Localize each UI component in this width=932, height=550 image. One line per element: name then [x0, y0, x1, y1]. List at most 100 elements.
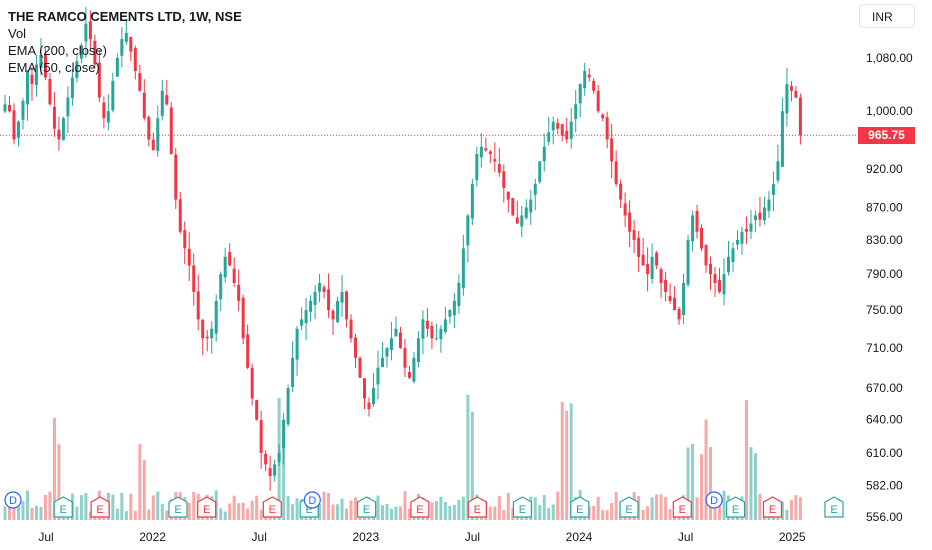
dividend-marker[interactable]: D	[4, 491, 22, 509]
dividend-marker[interactable]: D	[705, 491, 723, 509]
volume-bar	[385, 503, 389, 520]
earnings-marker[interactable]: E	[570, 496, 590, 518]
candle-body	[506, 191, 510, 200]
volume-bar	[596, 496, 600, 520]
candle-body	[655, 252, 659, 266]
svg-text:E: E	[363, 504, 370, 516]
candle-body	[79, 45, 83, 59]
volume-bar	[398, 506, 402, 520]
volume-bar	[718, 495, 722, 520]
earnings-marker[interactable]: E	[467, 496, 487, 518]
volume-bar	[709, 446, 713, 520]
candle-body	[493, 159, 497, 162]
candle-body	[470, 184, 474, 219]
volume-bar	[565, 410, 569, 520]
currency-button[interactable]: INR	[859, 4, 915, 28]
candle-body	[187, 248, 191, 266]
candle-body	[349, 319, 353, 339]
y-tick-label: 640.00	[866, 413, 903, 427]
candle-body	[520, 215, 524, 227]
candle-body	[713, 274, 717, 283]
earnings-marker[interactable]: E	[619, 496, 639, 518]
candle-body	[439, 328, 443, 340]
candle-body	[646, 264, 650, 275]
earnings-marker[interactable]: E	[672, 496, 692, 518]
candle-body	[25, 70, 29, 105]
svg-text:E: E	[769, 504, 776, 516]
candle-body	[255, 400, 259, 420]
volume-bar	[700, 454, 704, 520]
x-tick-label: 2024	[566, 530, 593, 544]
candle-body	[592, 80, 596, 91]
volume-bar	[232, 495, 236, 520]
volume-bar	[443, 502, 447, 520]
indicator-ema-200[interactable]: EMA (200, close)	[8, 43, 107, 58]
candle-body	[106, 111, 110, 123]
indicator-ema-50[interactable]: EMA (50, close)	[8, 60, 100, 75]
candle-body	[34, 64, 38, 85]
svg-text:E: E	[830, 504, 837, 516]
candle-body	[111, 80, 115, 111]
earnings-marker[interactable]: E	[410, 496, 430, 518]
volume-bar	[457, 499, 461, 520]
y-tick-label: 582.00	[866, 478, 903, 492]
volume-bar	[79, 495, 83, 520]
earnings-marker[interactable]: E	[726, 496, 746, 518]
earnings-marker[interactable]: E	[762, 496, 783, 518]
earnings-marker[interactable]: E	[168, 496, 188, 518]
volume-bar	[439, 496, 443, 520]
candle-body	[138, 73, 142, 91]
dividend-marker[interactable]: D	[303, 491, 321, 509]
candle-body	[488, 151, 492, 154]
svg-text:E: E	[203, 504, 210, 516]
volume-bar	[115, 508, 119, 520]
candle-body	[542, 146, 546, 162]
candle-body	[124, 32, 128, 42]
volume-bar	[758, 493, 762, 520]
candle-body	[448, 310, 452, 317]
svg-text:D: D	[308, 495, 316, 507]
candle-body	[443, 319, 447, 332]
earnings-marker[interactable]: E	[824, 496, 844, 518]
volume-bar	[57, 444, 61, 520]
candle-body	[407, 371, 411, 378]
volume-bar	[331, 504, 335, 520]
earnings-marker[interactable]: E	[197, 496, 217, 518]
earnings-marker[interactable]: E	[53, 496, 73, 518]
candle-body	[623, 203, 627, 216]
candle-body	[416, 338, 420, 363]
candle-body	[461, 248, 465, 289]
candle-body	[201, 319, 205, 339]
earnings-marker[interactable]: E	[512, 496, 532, 518]
volume-bar	[461, 496, 465, 520]
svg-text:E: E	[60, 504, 67, 516]
candle-body	[709, 264, 713, 275]
candle-body	[300, 319, 304, 326]
earnings-marker[interactable]: E	[90, 496, 110, 518]
candle-body	[538, 161, 542, 182]
candle-body	[196, 291, 200, 320]
candle-body	[264, 453, 268, 465]
candle-body	[758, 212, 762, 220]
volume-bar	[30, 507, 34, 520]
y-tick-label: 610.00	[866, 446, 903, 460]
candle-body	[762, 207, 766, 221]
candle-body	[560, 124, 564, 136]
volume-bar	[749, 447, 753, 520]
volume-bar	[798, 497, 802, 520]
candle-body	[192, 265, 196, 292]
candle-body	[789, 85, 793, 91]
volume-bar	[664, 497, 668, 520]
candle-body	[115, 58, 119, 77]
candle-body	[250, 367, 254, 399]
volume-bar	[75, 506, 79, 520]
earnings-marker[interactable]: E	[357, 496, 377, 518]
volume-bar	[142, 459, 146, 520]
candle-body	[282, 419, 286, 449]
candle-body	[767, 199, 771, 211]
x-tick-label: Jul	[252, 530, 267, 544]
indicator-vol[interactable]: Vol	[8, 26, 27, 41]
earnings-marker[interactable]: E	[262, 496, 282, 518]
candle-body	[345, 291, 349, 320]
